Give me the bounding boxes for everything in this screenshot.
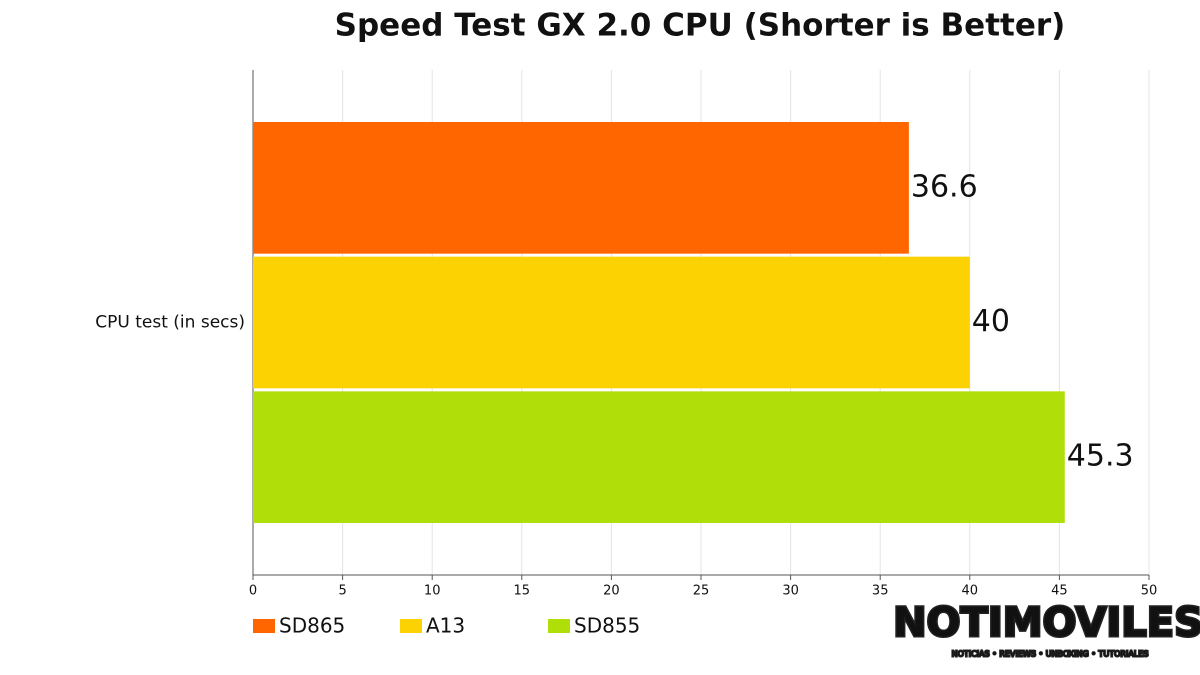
- legend-label: SD855: [574, 614, 640, 638]
- legend-swatch: [253, 619, 275, 633]
- legend-swatch: [548, 619, 570, 633]
- watermark: NOTIMOVILES: [893, 600, 1200, 646]
- legend-label: SD865: [279, 614, 345, 638]
- x-tick-label: 50: [1141, 584, 1158, 599]
- bar: [253, 391, 1065, 523]
- value-label: 36.6: [911, 169, 978, 204]
- x-tick-label: 30: [782, 584, 799, 599]
- legend-swatch: [400, 619, 422, 633]
- x-tick-label: 25: [693, 584, 710, 599]
- legend-label: A13: [426, 614, 465, 638]
- x-tick-label: 0: [249, 584, 257, 599]
- bar: [253, 122, 909, 254]
- watermark-tagline: NOTICIAS • REVIEWS • UNBOXING • TUTORIAL…: [952, 650, 1149, 659]
- x-tick-label: 10: [424, 584, 441, 599]
- x-tick-label: 15: [514, 584, 531, 599]
- chart-title: Speed Test GX 2.0 CPU (Shorter is Better…: [335, 8, 1066, 44]
- x-tick-label: 5: [338, 584, 346, 599]
- x-tick-label: 40: [962, 584, 979, 599]
- x-tick-label: 45: [1051, 584, 1068, 599]
- bar: [253, 256, 970, 389]
- y-tick-label: CPU test (in secs): [95, 313, 245, 333]
- value-label: 45.3: [1067, 439, 1134, 474]
- x-tick-label: 35: [872, 584, 889, 599]
- value-label: 40: [972, 304, 1010, 339]
- x-tick-label: 20: [603, 584, 620, 599]
